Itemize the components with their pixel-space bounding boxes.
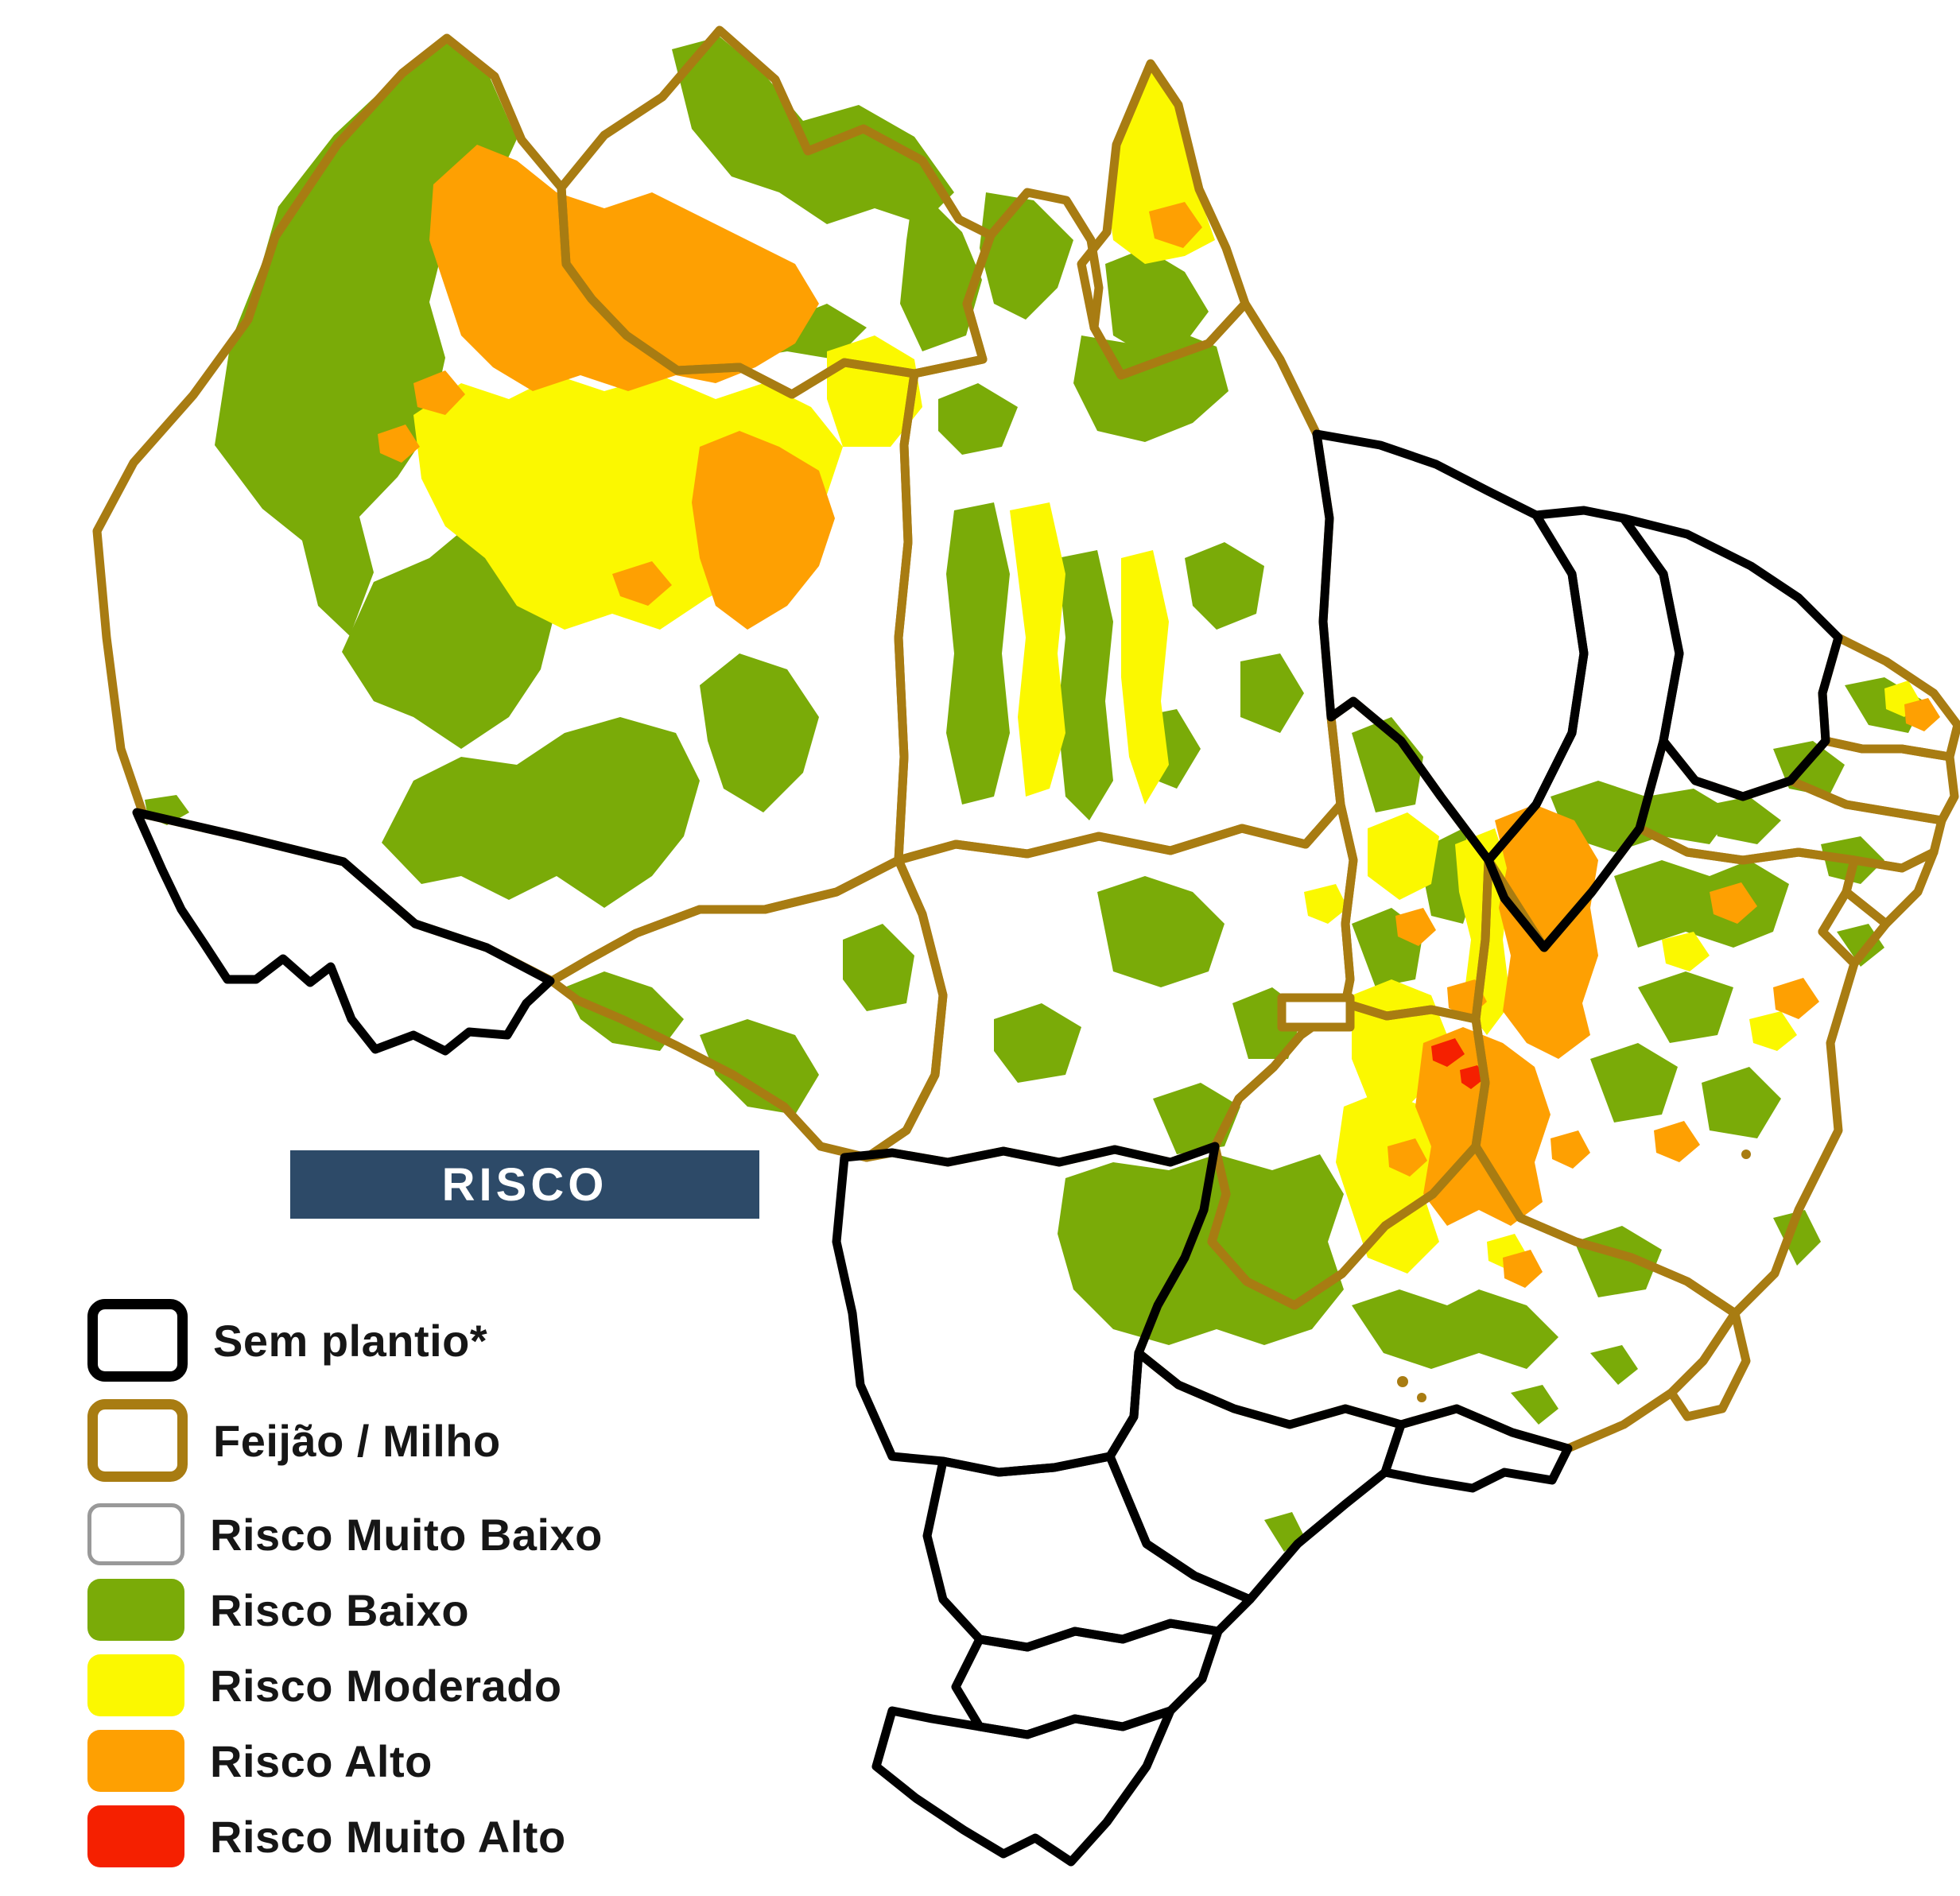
risk-patch [1654,1121,1700,1162]
color-swatch-risco-moderado [87,1654,184,1716]
legend-item-label: Risco Baixo [210,1584,470,1635]
risk-patch [1638,971,1733,1043]
risk-patch [1336,1091,1439,1274]
risk-patch [1240,653,1304,733]
risk-patch [946,502,1010,805]
border-swatch-sem-plantio [87,1299,188,1382]
island-dot [1397,1376,1408,1387]
risk-patch [1551,1130,1590,1169]
color-swatch-risco-baixo [87,1579,184,1641]
risk-patch [692,431,835,630]
border-swatch-feijao-milho [87,1399,188,1482]
risk-patch [1395,908,1436,946]
legend-item-risco-alto: Risco Alto [87,1730,433,1792]
risk-patch [1058,550,1113,820]
legend-item-risco-moderado: Risco Moderado [87,1654,562,1716]
island-dot [1741,1150,1751,1159]
risk-patch [1495,805,1598,1059]
risk-patch [672,37,954,224]
risk-patch [1010,502,1065,797]
risk-patch [1511,1385,1558,1425]
risk-patch [1614,860,1789,948]
legend-item-risco-muito-alto: Risco Muito Alto [87,1805,566,1867]
legend-item-label: Risco Alto [210,1735,433,1786]
risk-patch [1388,1138,1427,1177]
legend-item-label: Risco Muito Alto [210,1811,566,1862]
risk-patches-alto [378,145,1940,1288]
risk-patch [1749,1011,1797,1051]
risco-banner: RISCO [290,1150,759,1219]
state-border-df [1282,998,1350,1027]
legend-item-label: Feijão / Milho [213,1415,501,1466]
risk-patch [938,383,1018,455]
risk-patch [1368,812,1439,900]
color-swatch-risco-muito-alto [87,1805,184,1867]
risk-patch [994,1003,1081,1083]
risk-patch [843,924,914,1011]
risk-patch [1149,202,1202,248]
risk-patch [1105,248,1209,355]
risk-patch [1702,1067,1781,1138]
risk-patch [700,1019,819,1115]
risk-patches-muito-alto [1431,1038,1485,1089]
island-dot [1417,1393,1426,1402]
legend-item-label: Sem plantio* [213,1315,488,1366]
risk-patch [1773,978,1819,1019]
legend-item-risco-baixo: Risco Baixo [87,1579,469,1641]
state-borders-feijao-milho [97,30,1958,1448]
risk-patch [1352,1289,1558,1369]
risk-patch [700,653,819,812]
risk-patch [1121,550,1169,805]
risk-patch [1710,797,1781,844]
risk-patch [1590,1043,1678,1122]
risk-patch [1304,884,1348,924]
risk-patch [1503,1250,1543,1288]
risk-patch [378,425,420,463]
risk-patch [429,145,819,391]
risk-patch [1431,1038,1465,1067]
risk-patch [1773,1210,1821,1266]
legend-item-sem-plantio: Sem plantio* [87,1296,487,1385]
legend-item-label: Risco Muito Baixo [210,1509,603,1560]
risk-patch [1590,1345,1638,1385]
risk-patch [382,717,700,908]
legend-item-label: Risco Moderado [210,1660,562,1711]
risk-patch [1460,1065,1485,1089]
color-swatch-risco-alto [87,1730,184,1792]
risk-patch [1097,876,1225,987]
risk-patch [900,184,982,351]
risco-banner-title: RISCO [441,1158,608,1211]
legend-item-feijao-milho: Feijão / Milho [87,1396,501,1485]
risk-patch [1710,882,1757,924]
risk-patch [612,561,672,606]
risk-patch [413,370,465,415]
risk-patch [1904,698,1940,731]
legend-item-risco-muito-baixo: Risco Muito Baixo [87,1503,603,1565]
risk-patch [1662,932,1710,971]
risk-patch [1185,542,1264,630]
risk-patch [1058,1154,1344,1345]
color-swatch-risco-muito-baixo [87,1503,184,1565]
